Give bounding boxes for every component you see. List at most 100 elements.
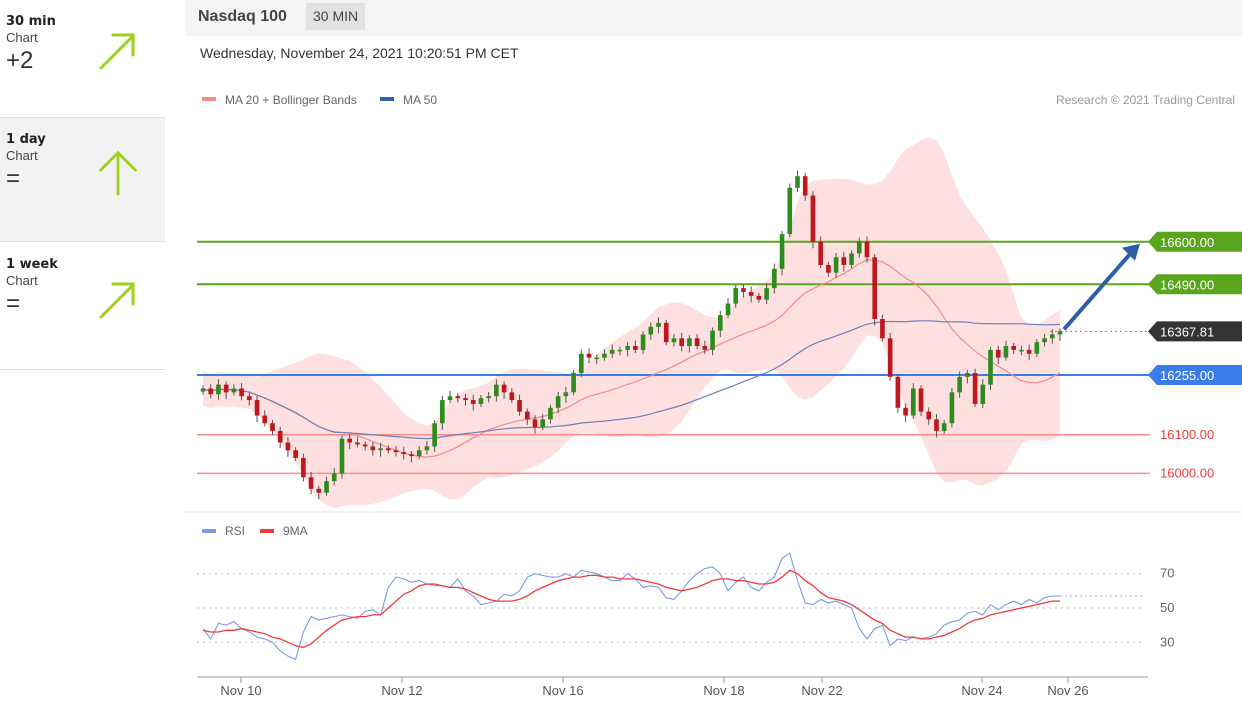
candle-body [486, 396, 491, 399]
candle-body [1026, 349, 1032, 354]
candle-body [385, 448, 391, 451]
candle-body [633, 346, 638, 350]
candle-body [532, 419, 538, 428]
legend-label: RSI [225, 524, 245, 538]
candle-body [463, 398, 468, 401]
rsi-tick-label: 50 [1160, 600, 1174, 615]
candle-body [308, 477, 314, 489]
candle-body [254, 400, 260, 416]
candle-body [903, 407, 908, 416]
candle-body [995, 349, 1001, 358]
candle-body [1042, 338, 1047, 343]
candle-body [517, 400, 522, 412]
legend-label: MA 20 + Bollinger Bands [225, 93, 357, 107]
candle-body [416, 450, 422, 457]
candle-body [440, 400, 445, 424]
candle-body [934, 419, 939, 431]
candle-body [949, 392, 955, 424]
x-tick-label: Nov 16 [542, 683, 583, 698]
candle-body [293, 450, 298, 458]
candle-body [524, 411, 530, 420]
candle-body [965, 373, 970, 377]
legend-swatch [260, 529, 274, 533]
timeframe-sidebar: 30 min Chart +2 1 day Chart = 1 week Cha… [0, 0, 165, 703]
price-chart[interactable]: MA 20 + Bollinger Bands MA 50 Research © 2… [185, 0, 1242, 703]
candle-body [717, 315, 723, 331]
legend-swatch [202, 97, 216, 101]
candle-body [362, 444, 368, 447]
timeframe-card-30min[interactable]: 30 min Chart +2 [0, 0, 165, 125]
candle-body [725, 303, 731, 316]
candle-body [625, 346, 630, 350]
timeframe-value: = [6, 290, 21, 317]
timeframe-card-1week[interactable]: 1 week Chart = [0, 243, 165, 368]
timeframe-sub: Chart [6, 30, 38, 45]
candle-body [316, 488, 322, 493]
x-tick-label: Nov 24 [961, 683, 1002, 698]
timeframe-badge[interactable]: 30 MIN [306, 3, 366, 30]
candle-body [795, 176, 800, 188]
candle-body [733, 288, 739, 304]
candle-body [231, 388, 237, 393]
chart-header: Nasdaq 100 30 MIN [185, 0, 1242, 36]
candle-body [849, 253, 854, 265]
candle-body [1034, 342, 1040, 354]
candle-body [478, 398, 484, 404]
x-tick-label: Nov 18 [703, 683, 744, 698]
timeframe-period: 30 min [6, 14, 56, 29]
candle-body [833, 257, 839, 273]
candle-body [555, 396, 561, 408]
candle-body [841, 257, 847, 265]
candle-body [324, 481, 329, 493]
candle-body [331, 473, 337, 482]
legend-swatch [380, 97, 394, 101]
up-right-arrow-icon [99, 282, 135, 319]
candle-body [957, 376, 962, 393]
candle-body [370, 446, 376, 451]
timeframe-period: 1 day [6, 132, 46, 147]
timeframe-value: +2 [6, 47, 34, 74]
x-tick-label: Nov 10 [220, 683, 261, 698]
timeframe-sub: Chart [6, 273, 38, 288]
candle-body [301, 457, 306, 478]
candle-body [432, 423, 437, 447]
candle-body [880, 319, 885, 339]
candle-body [818, 241, 823, 265]
level-tag-pivot [1148, 364, 1242, 385]
candle-body [872, 257, 878, 319]
candle-body [339, 438, 345, 474]
candle-body [694, 338, 700, 347]
candle-body [617, 349, 623, 352]
forecast-arrow [1062, 250, 1134, 331]
level-tag-last [1148, 321, 1242, 342]
legend-swatch [202, 529, 216, 533]
candle-body [679, 338, 685, 347]
candle-body [277, 430, 283, 443]
timeframe-card-1day[interactable]: 1 day Chart = [0, 117, 165, 242]
candle-body [424, 446, 430, 451]
candle-body [355, 442, 360, 445]
rsi-ma9-line [202, 569, 1060, 649]
up-arrow-icon [99, 150, 137, 196]
chart-area: Nasdaq 100 30 MIN Wednesday, November 24… [185, 0, 1242, 703]
candle-body [710, 330, 715, 350]
x-tick-label: Nov 22 [801, 683, 842, 698]
rsi-tick-label: 70 [1160, 566, 1174, 581]
candle-body [563, 392, 569, 397]
candle-body [594, 357, 600, 360]
candle-body [455, 396, 461, 399]
candle-body [1057, 331, 1063, 335]
candle-body [586, 353, 592, 358]
candle-body [741, 288, 746, 292]
candle-body [393, 450, 399, 453]
candle-body [910, 388, 916, 416]
level-label: 16367.81 [1160, 324, 1214, 339]
candle-body [200, 388, 206, 392]
candle-body [779, 234, 785, 269]
candle-body [648, 326, 654, 335]
candle-body [810, 195, 816, 242]
candle-body [918, 388, 924, 412]
candle-body [239, 388, 244, 397]
level-label: 16600.00 [1160, 235, 1214, 250]
rsi-line [202, 552, 1060, 661]
